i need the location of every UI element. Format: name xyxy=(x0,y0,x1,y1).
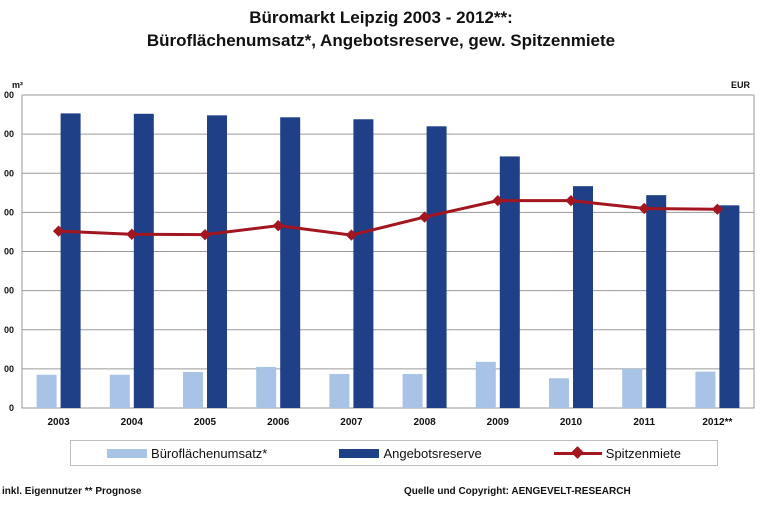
y-tick-label: 00 xyxy=(4,207,14,217)
bar-angebotsreserve xyxy=(280,117,301,409)
y-tick-label: 0 xyxy=(9,403,14,413)
point-spitzenmiete xyxy=(345,229,358,241)
legend-label: Büroflächenumsatz* xyxy=(151,445,268,461)
bar-bueroflaechenumsatz xyxy=(109,374,130,408)
legend-item-bueroflaechenumsatz: Büroflächenumsatz* xyxy=(107,446,267,461)
legend-label: Spitzenmiete xyxy=(605,445,681,461)
bar-bueroflaechenumsatz xyxy=(256,366,277,408)
legend-swatch-red-line xyxy=(553,447,602,459)
bar-bueroflaechenumsatz xyxy=(622,368,643,408)
footnote-source: Quelle und Copyright: AENGEVELT-RESEARCH xyxy=(404,486,631,497)
bar-bueroflaechenumsatz xyxy=(549,378,569,408)
bar-bueroflaechenumsatz xyxy=(695,371,716,408)
x-tick-label: 2012** xyxy=(702,417,732,428)
bar-angebotsreserve xyxy=(133,113,154,408)
legend-swatch-light-blue xyxy=(107,448,148,458)
bar-bueroflaechenumsatz xyxy=(402,373,423,408)
y-tick-label: 00 xyxy=(4,168,14,178)
x-tick-label: 2011 xyxy=(633,417,655,428)
x-tick-label: 2005 xyxy=(194,417,217,428)
line-spitzenmiete xyxy=(58,199,718,237)
left-axis-unit: m² xyxy=(12,80,23,90)
legend-label: Angebotsreserve xyxy=(383,445,482,461)
x-tick-label: 2007 xyxy=(340,417,363,428)
bar-angebotsreserve xyxy=(60,113,81,409)
x-tick-label: 2010 xyxy=(560,417,583,428)
bar-bueroflaechenumsatz xyxy=(36,374,57,408)
bar-angebotsreserve xyxy=(353,119,374,408)
chart-title: Büromarkt Leipzig 2003 - 2012**: xyxy=(249,8,513,27)
y-tick-label: 00 xyxy=(4,286,14,296)
point-spitzenmiete xyxy=(199,229,211,241)
bar-angebotsreserve xyxy=(719,205,740,408)
y-tick-label: 00 xyxy=(4,247,14,257)
legend-item-angebotsreserve: Angebotsreserve xyxy=(339,445,482,461)
point-spitzenmiete xyxy=(565,194,577,207)
chart-subtitle: Büroflächenumsatz*, Angebotsreserve, gew… xyxy=(146,31,616,50)
bar-bueroflaechenumsatz xyxy=(183,372,203,408)
chart-legend: Büroflächenumsatz* Angebotsreserve Spitz… xyxy=(70,440,718,466)
y-tick-label: 00 xyxy=(4,364,14,374)
y-tick-label: 00 xyxy=(4,90,14,100)
legend-swatch-dark-blue xyxy=(339,448,380,458)
point-spitzenmiete xyxy=(418,211,431,223)
bar-bueroflaechenumsatz xyxy=(329,373,350,408)
x-tick-label: 2008 xyxy=(413,417,436,428)
point-spitzenmiete xyxy=(492,194,504,207)
x-tick-label: 2009 xyxy=(487,417,510,428)
legend-item-spitzenmiete: Spitzenmiete xyxy=(553,445,681,461)
bar-angebotsreserve xyxy=(573,186,593,408)
bar-angebotsreserve xyxy=(499,156,520,408)
bar-bueroflaechenumsatz xyxy=(475,361,496,408)
right-axis-unit: EUR xyxy=(731,80,751,90)
x-tick-label: 2006 xyxy=(267,417,290,428)
bar-angebotsreserve xyxy=(207,115,227,408)
point-spitzenmiete xyxy=(711,203,724,215)
bar-angebotsreserve xyxy=(426,126,447,409)
point-spitzenmiete xyxy=(638,202,650,215)
x-tick-label: 2004 xyxy=(121,417,144,428)
footnote-left: inkl. Eigennutzer ** Prognose xyxy=(2,486,142,497)
x-tick-label: 2003 xyxy=(47,417,70,428)
point-spitzenmiete xyxy=(52,225,65,237)
bar-angebotsreserve xyxy=(646,195,667,408)
y-tick-label: 00 xyxy=(4,325,14,335)
point-spitzenmiete xyxy=(272,220,284,232)
y-tick-label: 00 xyxy=(4,129,14,139)
